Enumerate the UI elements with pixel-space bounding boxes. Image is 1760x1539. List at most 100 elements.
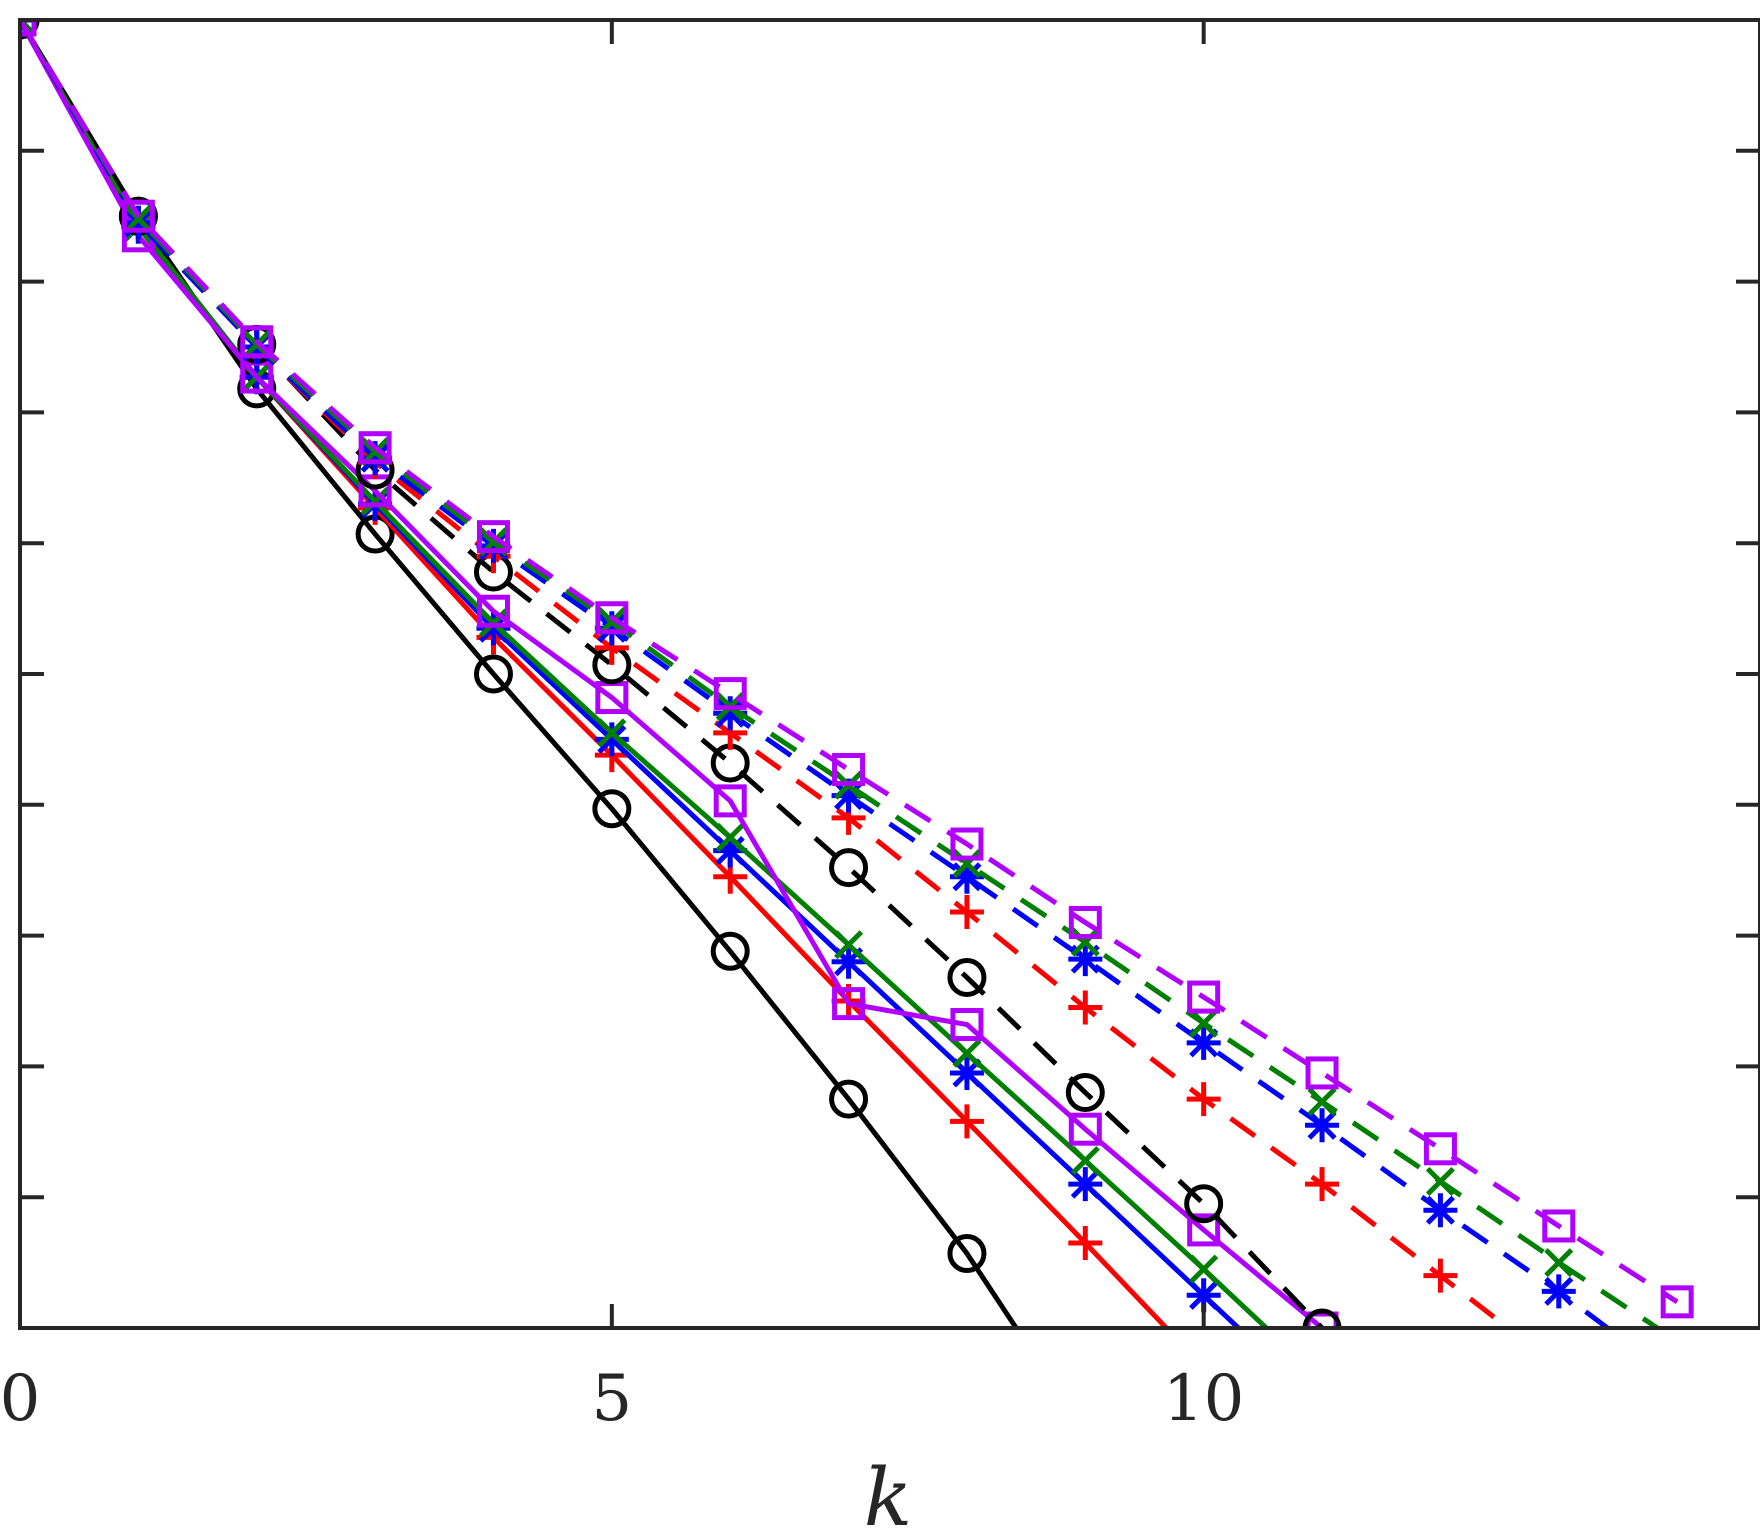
asterisk-marker xyxy=(476,528,511,563)
circle-marker xyxy=(710,931,750,971)
series-10 xyxy=(20,20,1694,1319)
square-marker xyxy=(1660,1285,1694,1319)
circle-marker xyxy=(947,957,987,997)
circle-marker xyxy=(473,654,513,694)
asterisk-marker xyxy=(358,441,393,476)
asterisk-marker xyxy=(949,859,984,894)
square-marker xyxy=(1068,1112,1102,1146)
asterisk-marker xyxy=(1186,1025,1221,1060)
cross-marker xyxy=(1544,1248,1574,1278)
square-marker xyxy=(358,431,392,465)
square-marker xyxy=(121,199,155,233)
square-marker xyxy=(832,987,866,1021)
square-marker xyxy=(476,520,510,554)
series-line xyxy=(20,20,1679,1304)
circle-marker xyxy=(1068,1416,1102,1450)
asterisk-marker xyxy=(1305,1108,1340,1143)
asterisk-marker xyxy=(1423,1193,1458,1228)
asterisk-marker xyxy=(949,1055,984,1090)
asterisk-marker xyxy=(1541,1274,1576,1309)
asterisk-marker xyxy=(121,205,156,240)
cross-marker xyxy=(1070,1146,1100,1176)
asterisk-marker xyxy=(594,611,629,646)
series-8 xyxy=(20,20,1694,1397)
cross-marker xyxy=(1189,1254,1219,1284)
series-4 xyxy=(20,20,1335,1394)
circle-marker xyxy=(1184,1184,1224,1224)
plus-marker xyxy=(1186,1082,1221,1117)
series-6 xyxy=(20,20,1342,1328)
square-marker xyxy=(1305,1056,1339,1090)
square-marker xyxy=(1187,980,1221,1014)
asterisk-marker xyxy=(594,722,629,757)
plus-marker xyxy=(1305,1167,1340,1202)
square-marker xyxy=(713,677,747,711)
square-marker xyxy=(1305,1311,1339,1328)
asterisk-marker xyxy=(1186,1278,1221,1313)
cross-marker xyxy=(597,718,627,748)
series-2 xyxy=(20,20,1170,1328)
plus-marker xyxy=(949,1104,984,1139)
x-tick-label: 5 xyxy=(591,1362,632,1436)
plus-marker xyxy=(1068,1225,1103,1260)
cross-marker xyxy=(1309,1368,1335,1394)
cross-marker xyxy=(20,20,35,35)
series-line xyxy=(20,20,1612,1328)
square-marker xyxy=(476,594,510,628)
asterisk-marker xyxy=(1305,1389,1339,1423)
series-line xyxy=(20,20,1513,1328)
asterisk-marker xyxy=(713,696,748,731)
cross-marker xyxy=(834,930,864,960)
cross-marker xyxy=(1425,1166,1455,1197)
square-marker xyxy=(950,827,984,861)
series-line xyxy=(20,20,1270,1328)
axis-ticks: 0 5 10 xyxy=(0,18,1760,1436)
cross-marker xyxy=(360,486,390,516)
x-axis-label: k xyxy=(864,1451,912,1539)
asterisk-marker xyxy=(831,778,866,813)
cross-marker xyxy=(952,1038,982,1068)
cross-marker xyxy=(1307,1087,1337,1117)
series-line xyxy=(20,20,1170,1328)
cross-marker xyxy=(715,822,745,853)
series-1 xyxy=(20,20,1102,1450)
circle-marker xyxy=(829,848,869,888)
cross-marker xyxy=(1070,927,1100,957)
x-tick-label: 0 xyxy=(0,1362,40,1436)
square-marker xyxy=(595,601,629,635)
plus-marker xyxy=(949,895,984,930)
series-line xyxy=(20,20,1324,1328)
plus-marker xyxy=(1542,1350,1576,1384)
circle-marker xyxy=(947,1233,987,1273)
asterisk-marker xyxy=(476,611,511,646)
asterisk-marker xyxy=(1068,1167,1103,1202)
series-5 xyxy=(20,20,1339,1328)
asterisk-marker xyxy=(831,944,866,979)
asterisk-marker xyxy=(1068,942,1103,977)
cross-marker xyxy=(952,849,982,879)
square-marker xyxy=(1068,906,1102,940)
series-9 xyxy=(20,20,1690,1328)
x-tick-label: 10 xyxy=(1163,1362,1244,1436)
plot-area xyxy=(20,20,1694,1450)
asterisk-marker xyxy=(713,833,748,868)
square-marker xyxy=(950,1008,984,1042)
square-marker xyxy=(1423,1132,1457,1166)
square-marker xyxy=(240,325,274,359)
cross-marker xyxy=(1664,1326,1690,1328)
circle-marker xyxy=(1302,1308,1342,1328)
series-line xyxy=(20,20,1020,1328)
square-marker xyxy=(1187,1213,1221,1247)
square-marker xyxy=(832,752,866,786)
axes-box xyxy=(18,18,1760,1330)
circle-marker xyxy=(1065,1073,1105,1113)
cross-marker xyxy=(1189,1008,1219,1038)
series-line xyxy=(20,20,1324,1328)
plus-marker xyxy=(1068,990,1103,1025)
square-marker xyxy=(713,784,747,818)
circle-marker xyxy=(592,789,632,829)
circle-marker xyxy=(710,743,750,783)
asterisk-marker xyxy=(1660,1363,1694,1397)
plus-marker xyxy=(1423,1258,1458,1293)
